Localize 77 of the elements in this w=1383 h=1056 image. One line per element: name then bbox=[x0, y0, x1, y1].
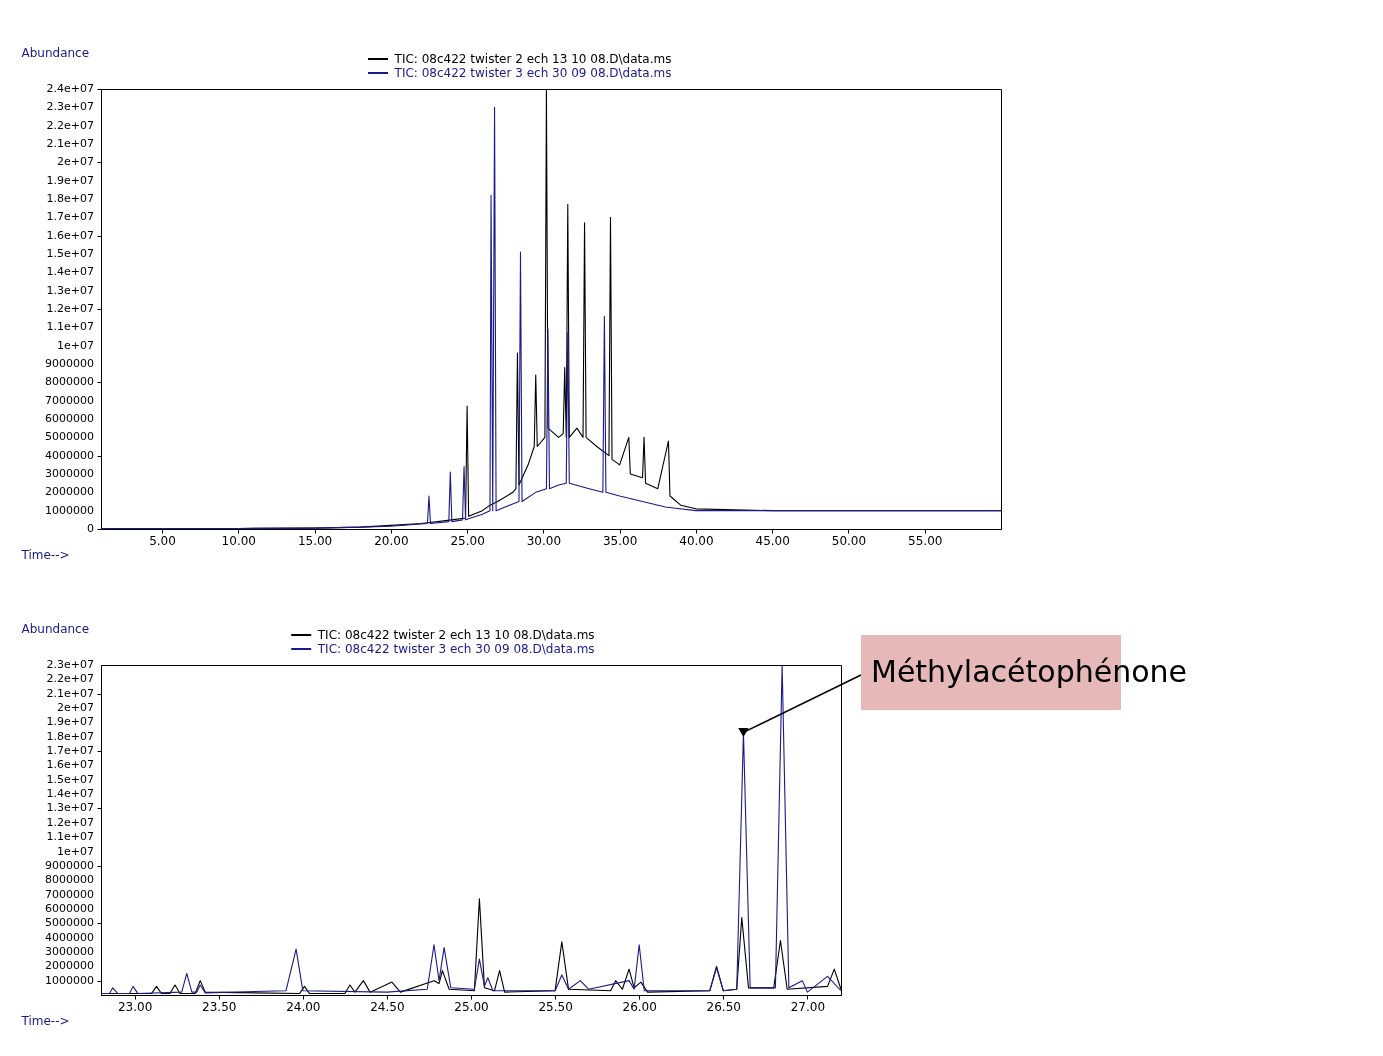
x-tick-label: 26.00 bbox=[622, 999, 657, 1014]
y-tick-label: 2e+07 bbox=[57, 155, 94, 169]
y-tick-label: 1.9e+07 bbox=[46, 173, 94, 187]
y-tick-label: 2.3e+07 bbox=[46, 100, 94, 114]
y-tick-label: 1.9e+07 bbox=[46, 715, 94, 729]
y-tick-label: 2.3e+07 bbox=[46, 658, 94, 671]
x-tick-label: 27.00 bbox=[790, 999, 826, 1014]
x-tick-label: 24.50 bbox=[370, 999, 405, 1014]
annotation: Méthylacétophénone bbox=[871, 654, 1188, 689]
y-tick-label: 1.1e+07 bbox=[46, 320, 94, 334]
y-tick-label: 2000000 bbox=[45, 485, 94, 499]
y-tick-label: 1.2e+07 bbox=[46, 302, 94, 315]
y-tick-label: 7000000 bbox=[45, 887, 94, 901]
y-tick-label: 9000000 bbox=[45, 858, 94, 872]
x-tick-label: 25.00 bbox=[450, 533, 485, 548]
x-tick-label: 23.50 bbox=[202, 999, 237, 1014]
y-tick-label: 6000000 bbox=[45, 901, 94, 915]
y-tick-label: 2.2e+07 bbox=[46, 118, 94, 132]
y-tick-label: 1.2e+07 bbox=[46, 815, 94, 829]
y-tick-label: 2e+07 bbox=[57, 701, 94, 715]
y-tick-label: 1e+07 bbox=[57, 844, 94, 858]
y-tick-label: 1.6e+07 bbox=[46, 758, 94, 772]
y-tick-label: 1.4e+07 bbox=[46, 265, 94, 279]
x-tick-label: 50.00 bbox=[831, 533, 867, 548]
y-tick-label: 1.3e+07 bbox=[46, 283, 94, 297]
x-tick-label: 20.00 bbox=[374, 533, 409, 548]
x-tick-label: 15.00 bbox=[297, 533, 333, 548]
x-tick-label: 35.00 bbox=[602, 533, 638, 548]
y-tick-label: 1.8e+07 bbox=[46, 192, 94, 205]
x-tick-label: 24.00 bbox=[286, 999, 321, 1014]
y-tick-label: 2.2e+07 bbox=[46, 672, 94, 686]
x-tick-label: 23.00 bbox=[117, 999, 153, 1014]
y-tick-label: 3000000 bbox=[45, 467, 94, 480]
y-tick-label: 5000000 bbox=[45, 916, 94, 930]
legend-label: TIC: 08c422 twister 3 ech 30 09 08.D\data.ms bbox=[393, 66, 672, 80]
y-tick-label: 8000000 bbox=[45, 375, 94, 389]
y-tick-label: 1.7e+07 bbox=[46, 210, 94, 224]
y-tick-label: 0 bbox=[87, 522, 94, 535]
y-tick-label: 6000000 bbox=[45, 412, 94, 425]
y-tick-label: 2.4e+07 bbox=[46, 82, 94, 95]
x-tick-label: 25.50 bbox=[538, 999, 573, 1014]
x-tick-label: 55.00 bbox=[908, 533, 943, 548]
y-tick-label: 1.1e+07 bbox=[46, 830, 94, 844]
y-tick-label: 5000000 bbox=[45, 430, 94, 444]
y-tick-label: 4000000 bbox=[45, 448, 94, 462]
y-tick-label: 2000000 bbox=[45, 959, 94, 973]
y-tick-label: 8000000 bbox=[45, 873, 94, 887]
x-tick-label: 5.00 bbox=[149, 533, 176, 548]
y-axis-title: Abundance bbox=[21, 45, 90, 60]
legend-label: TIC: 08c422 twister 3 ech 30 09 08.D\data.ms bbox=[316, 642, 595, 656]
y-tick-label: 1.5e+07 bbox=[46, 247, 94, 260]
legend-label: TIC: 08c422 twister 2 ech 13 10 08.D\data.ms bbox=[393, 52, 672, 66]
y-tick-label: 9000000 bbox=[45, 357, 94, 370]
y-tick-label: 1.3e+07 bbox=[46, 801, 94, 815]
y-tick-label: 2.1e+07 bbox=[46, 686, 94, 700]
y-tick-label: 1000000 bbox=[45, 973, 94, 987]
legend-label: TIC: 08c422 twister 2 ech 13 10 08.D\data.ms bbox=[316, 628, 595, 642]
y-tick-label: 1.6e+07 bbox=[46, 228, 94, 242]
x-axis-title: Time--> bbox=[20, 547, 70, 562]
y-tick-label: 4000000 bbox=[45, 930, 94, 944]
y-tick-label: 1.4e+07 bbox=[46, 787, 94, 801]
x-tick-label: 30.00 bbox=[526, 533, 562, 548]
x-tick-label: 40.00 bbox=[679, 533, 714, 548]
x-tick-label: 26.50 bbox=[706, 999, 741, 1014]
y-tick-label: 1e+07 bbox=[57, 338, 94, 352]
x-axis-title: Time--> bbox=[20, 1013, 70, 1028]
y-tick-label: 3000000 bbox=[45, 944, 94, 958]
y-tick-label: 1.5e+07 bbox=[46, 772, 94, 786]
y-tick-label: 1.8e+07 bbox=[46, 729, 94, 743]
y-axis-title: Abundance bbox=[21, 621, 90, 636]
y-tick-label: 7000000 bbox=[45, 393, 94, 407]
y-tick-label: 1.7e+07 bbox=[46, 744, 94, 758]
y-tick-label: 2.1e+07 bbox=[46, 137, 94, 150]
y-tick-label: 1000000 bbox=[45, 503, 94, 517]
x-tick-label: 10.00 bbox=[221, 533, 256, 548]
x-tick-label: 25.00 bbox=[454, 999, 489, 1014]
x-tick-label: 45.00 bbox=[755, 533, 790, 548]
